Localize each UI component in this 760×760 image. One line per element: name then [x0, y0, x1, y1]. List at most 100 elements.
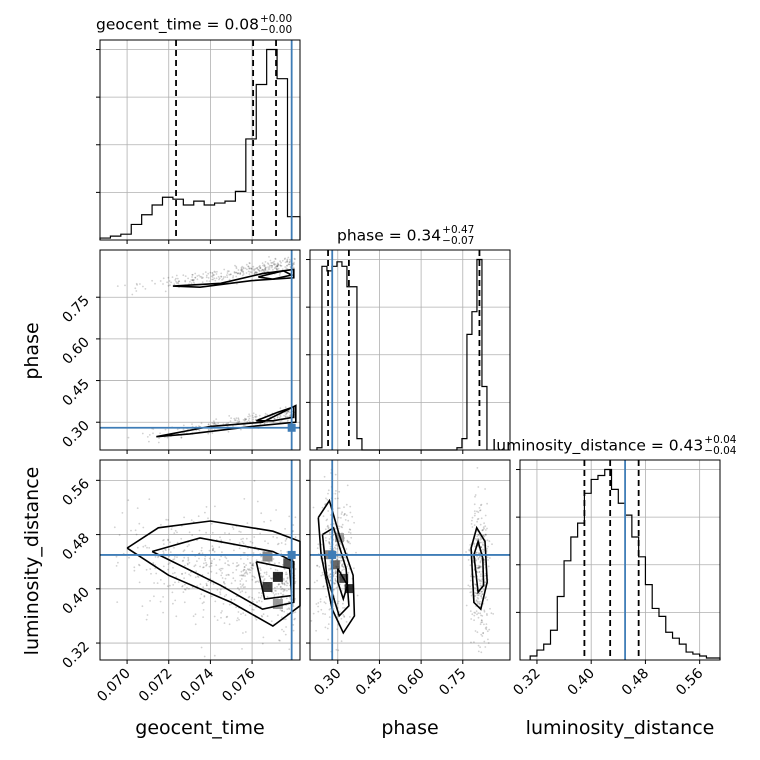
panel-phase-vs-geocent-time-sample-point — [180, 436, 183, 439]
panel-luminosity-distance-vs-geocent-time-sample-point — [220, 555, 223, 558]
panel-luminosity-distance-vs-geocent-time-sample-point — [205, 506, 208, 508]
panel-luminosity-distance-vs-phase-sample-point — [327, 524, 329, 527]
panel-luminosity-distance-vs-phase-sample-point — [321, 571, 324, 574]
panel-luminosity-distance-vs-phase-sample-point — [316, 564, 319, 567]
panel-luminosity-distance-vs-geocent-time-sample-point — [255, 618, 258, 621]
panel-luminosity-distance-vs-phase-sample-point — [336, 558, 338, 561]
panel-phase-vs-geocent-time-sample-point — [278, 416, 281, 419]
panel-luminosity-distance-vs-geocent-time-sample-point — [208, 565, 211, 568]
panel-luminosity-distance-vs-phase-sample-point — [479, 612, 482, 615]
panel-luminosity-distance-vs-phase-sample-point — [473, 510, 476, 512]
panel-luminosity-distance-vs-geocent-time-sample-point — [243, 568, 246, 571]
panel-phase-vs-geocent-time-sample-point — [227, 422, 230, 425]
panel-luminosity-distance-vs-geocent-time-sample-point — [202, 586, 205, 589]
panel-luminosity-distance-vs-phase-sample-point — [336, 531, 338, 534]
panel-luminosity-distance-vs-geocent-time-sample-point — [240, 558, 242, 560]
panel-luminosity-distance-vs-geocent-time-sample-point — [159, 600, 162, 603]
panel-phase-vs-geocent-time-sample-point — [207, 432, 210, 435]
panel-phase-vs-geocent-time-sample-point — [135, 282, 138, 285]
panel-luminosity-distance-vs-phase-sample-point — [477, 511, 480, 514]
panel-luminosity-distance-vs-geocent-time-sample-point — [243, 498, 246, 500]
panel-luminosity-distance-vs-phase-sample-point — [334, 548, 337, 550]
panel-phase-vs-geocent-time-sample-point — [284, 415, 287, 418]
panel-luminosity-distance-vs-geocent-time-sample-point — [168, 548, 170, 551]
panel-luminosity-distance-vs-geocent-time-sample-point — [214, 600, 217, 603]
panel-phase-vs-geocent-time-sample-point — [252, 412, 255, 415]
panel-luminosity-distance-vs-phase-sample-point — [475, 551, 478, 554]
xtick-label-geocent-time: 0.074 — [178, 665, 218, 705]
panel-phase-vs-geocent-time-sample-point — [245, 263, 248, 266]
panel-luminosity-distance-vs-phase-sample-point — [471, 519, 473, 522]
panel-luminosity-distance-vs-geocent-time-sample-point — [252, 552, 255, 554]
panel-luminosity-distance-vs-geocent-time-sample-point — [253, 536, 256, 538]
panel-luminosity-distance-vs-geocent-time-sample-point — [248, 568, 251, 570]
panel-luminosity-distance-vs-geocent-time-sample-point — [238, 547, 241, 550]
panel-luminosity-distance-vs-geocent-time-sample-point — [242, 612, 245, 614]
panel-luminosity-distance-vs-geocent-time-sample-point — [183, 549, 186, 552]
panel-luminosity-distance-vs-phase-sample-point — [479, 539, 481, 541]
panel-luminosity-distance-vs-geocent-time-sample-point — [220, 616, 222, 619]
panel-luminosity-distance-vs-geocent-time-sample-point — [228, 532, 231, 535]
panel-luminosity-distance-vs-geocent-time-sample-point — [220, 567, 223, 570]
panel-luminosity-distance-vs-geocent-time-sample-point — [228, 564, 231, 567]
panel-phase-vs-geocent-time-sample-point — [255, 271, 258, 273]
panel-luminosity-distance-vs-geocent-time-sample-point — [277, 614, 279, 616]
title-luminosity-distance: luminosity_distance = 0.43 +0.04 −0.04 — [492, 434, 737, 457]
panel-luminosity-distance-vs-geocent-time-sample-point — [255, 559, 258, 562]
panel-luminosity-distance-vs-geocent-time-sample-point — [272, 558, 275, 560]
panel-luminosity-distance-vs-geocent-time-density-cell — [272, 599, 283, 609]
panel-phase-vs-geocent-time-sample-point — [223, 268, 226, 271]
panel-phase-vs-geocent-time-sample-point — [131, 293, 134, 296]
panel-luminosity-distance-vs-geocent-time-sample-point — [213, 654, 216, 657]
panel-luminosity-distance-vs-phase-sample-point — [341, 565, 343, 568]
panel-luminosity-distance-vs-phase-sample-point — [473, 514, 476, 517]
panel-luminosity-distance-vs-geocent-time-sample-point — [278, 639, 280, 642]
panel-luminosity-distance-vs-phase-sample-point — [334, 572, 337, 574]
panel-phase-vs-geocent-time-sample-point — [233, 419, 236, 422]
panel-phase-vs-geocent-time-sample-point — [255, 272, 258, 275]
panel-luminosity-distance-vs-geocent-time-sample-point — [286, 608, 289, 610]
panel-luminosity-distance-vs-phase-sample-point — [479, 646, 481, 649]
panel-luminosity-distance-vs-geocent-time-sample-point — [244, 614, 247, 616]
panel-luminosity-distance-vs-geocent-time-sample-point — [162, 611, 165, 614]
panel-luminosity-distance-vs-phase-sample-point — [481, 529, 484, 532]
panel-phase-vs-geocent-time-sample-point — [287, 419, 289, 421]
panel-luminosity-distance-vs-phase-sample-point — [470, 575, 472, 578]
panel-luminosity-distance-vs-geocent-time-sample-point — [224, 562, 227, 565]
panel-phase-vs-geocent-time-sample-point — [247, 265, 250, 268]
panel-luminosity-distance-vs-phase-sample-point — [484, 597, 486, 600]
panel-luminosity-distance-vs-phase-sample-point — [337, 507, 340, 510]
panel-luminosity-distance-vs-geocent-time-sample-point — [256, 580, 259, 583]
panel-luminosity-distance-vs-phase-sample-point — [484, 533, 487, 536]
panel-luminosity-distance-vs-phase-sample-point — [485, 596, 487, 598]
xtick-label-geocent-time: 0.070 — [94, 666, 134, 706]
panel-luminosity-distance-vs-phase-sample-point — [471, 516, 474, 519]
panel-phase-vs-geocent-time-sample-point — [275, 265, 278, 268]
panel-luminosity-distance-vs-phase-sample-point — [328, 533, 331, 535]
title-geocent-time-value: 0.08 — [224, 15, 259, 34]
panel-phase-vs-geocent-time-sample-point — [175, 274, 178, 277]
panel-luminosity-distance-vs-phase-sample-point — [341, 563, 344, 566]
panel-luminosity-distance-vs-geocent-time-sample-point — [269, 567, 272, 570]
panel-luminosity-distance-vs-phase-sample-point — [471, 526, 474, 528]
panel-luminosity-distance-vs-geocent-time-sample-point — [241, 574, 244, 577]
panel-luminosity-distance-vs-geocent-time-sample-point — [221, 610, 223, 612]
panel-luminosity-distance-vs-geocent-time-sample-point — [141, 605, 144, 608]
panel-luminosity-distance-vs-phase-sample-point — [483, 623, 485, 626]
panel-luminosity-distance-vs-geocent-time-density-cell — [262, 551, 273, 562]
panel-luminosity-distance-vs-phase-sample-point — [328, 540, 330, 543]
panel-luminosity-distance-vs-geocent-time-sample-point — [277, 542, 280, 545]
panel-luminosity-distance-vs-phase-sample-point — [474, 630, 477, 632]
panel-phase-vs-geocent-time-sample-point — [276, 265, 278, 268]
panel-phase-vs-geocent-time-sample-point — [242, 270, 245, 273]
panel-phase-vs-geocent-time-sample-point — [286, 260, 289, 263]
panel-luminosity-distance-vs-geocent-time-sample-point — [134, 529, 137, 532]
panel-luminosity-distance-vs-geocent-time-sample-point — [212, 583, 215, 585]
panel-phase-vs-geocent-time-sample-point — [237, 269, 240, 271]
panel-luminosity-distance-vs-phase-sample-point — [478, 566, 481, 569]
panel-luminosity-distance-vs-phase-sample-point — [487, 545, 489, 548]
panel-luminosity-distance-vs-phase-sample-point — [480, 546, 483, 548]
title-phase: phase = 0.34 +0.47 −0.07 — [337, 224, 475, 247]
panel-luminosity-distance-vs-geocent-time-sample-point — [245, 571, 248, 574]
panel-luminosity-distance-vs-phase-panel — [309, 459, 511, 661]
